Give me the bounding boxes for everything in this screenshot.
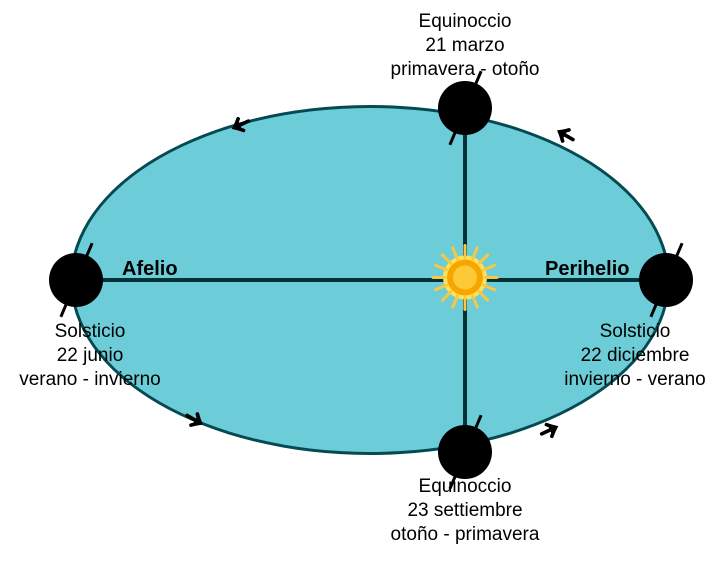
earth-bottom [438, 425, 492, 479]
label-line: Solsticio [540, 320, 721, 344]
label-line: otoño - primavera [345, 523, 585, 547]
equinox-september-label: Equinoccio 23 settiembre otoño - primave… [345, 475, 585, 546]
label-line: 23 settiembre [345, 499, 585, 523]
label-line: Solsticio [0, 320, 185, 344]
afelio-label: Afelio [122, 258, 178, 281]
solstice-june-label: Solsticio 22 junio verano - invierno [0, 320, 185, 391]
earth-right [639, 253, 693, 307]
solstice-december-label: Solsticio 22 diciembre invierno - verano [540, 320, 721, 391]
label-line: 21 marzo [355, 34, 575, 58]
equinox-march-label: Equinoccio 21 marzo primavera - otoño [355, 10, 575, 81]
label-line: 22 diciembre [540, 344, 721, 368]
perihelio-label: Perihelio [545, 258, 629, 281]
diagram-root: Afelio Perihelio Equinoccio 21 marzo pri… [0, 0, 721, 564]
label-line: Equinoccio [355, 10, 575, 34]
earth-left [49, 253, 103, 307]
label-line: 22 junio [0, 344, 185, 368]
label-line: verano - invierno [0, 368, 185, 392]
label-line: invierno - verano [540, 368, 721, 392]
label-line: Equinoccio [345, 475, 585, 499]
earth-top [438, 81, 492, 135]
sun-icon [429, 242, 501, 319]
label-line: primavera - otoño [355, 58, 575, 82]
